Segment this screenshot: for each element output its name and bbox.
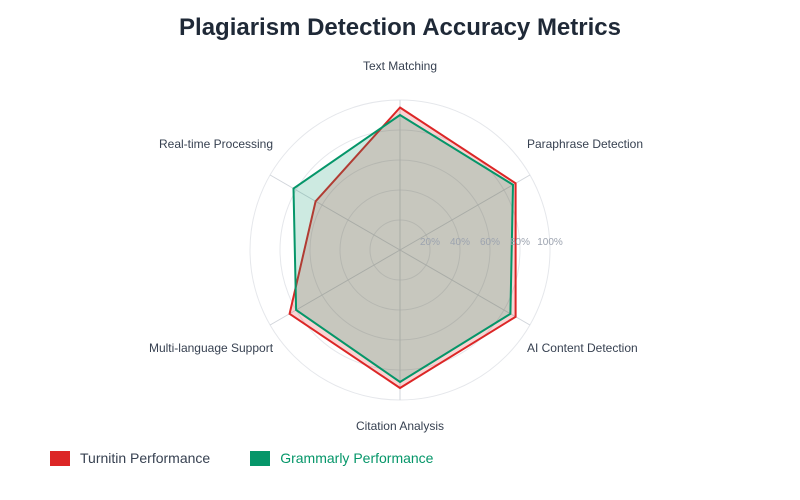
legend-label-grammarly: Grammarly Performance [280, 450, 434, 466]
grid-spoke [269, 249, 401, 326]
tick-label: 80% [510, 237, 530, 248]
axis-label-1: Paraphrase Detection [527, 137, 643, 151]
grid-spoke [269, 174, 401, 251]
axis-label-5: Real-time Processing [159, 137, 273, 151]
legend-label-turnitin: Turnitin Performance [80, 450, 211, 466]
legend-item-turnitin[interactable]: Turnitin Performance [50, 450, 210, 466]
series-area-grammarly[interactable] [292, 113, 515, 384]
radar-tick-labels: 20% 40% 60% 80% 100% [420, 237, 563, 248]
grid-spoke [399, 174, 531, 251]
legend-swatch-grammarly [250, 450, 271, 466]
radar-grid [249, 99, 551, 401]
tick-label: 60% [480, 237, 500, 248]
legend-item-grammarly[interactable]: Grammarly Performance [250, 450, 433, 466]
tick-label: 100% [537, 237, 563, 248]
grid-spoke [399, 249, 531, 326]
axis-label-3: Citation Analysis [356, 419, 444, 433]
legend-swatch-turnitin [50, 450, 70, 466]
radar-series [288, 106, 517, 390]
tick-label: 40% [450, 237, 470, 248]
radar-axis-labels: Text Matching Paraphrase Detection AI Cont… [149, 59, 643, 433]
series-area-turnitin[interactable] [288, 106, 517, 390]
legend: Turnitin Performance Grammarly Performan… [50, 450, 473, 466]
axis-label-4: Multi-language Support [149, 341, 274, 355]
axis-label-2: AI Content Detection [527, 341, 638, 355]
axis-label-0: Text Matching [363, 59, 437, 73]
tick-label: 20% [420, 237, 440, 248]
chart-title: Plagiarism Detection Accuracy Metrics [179, 14, 621, 41]
